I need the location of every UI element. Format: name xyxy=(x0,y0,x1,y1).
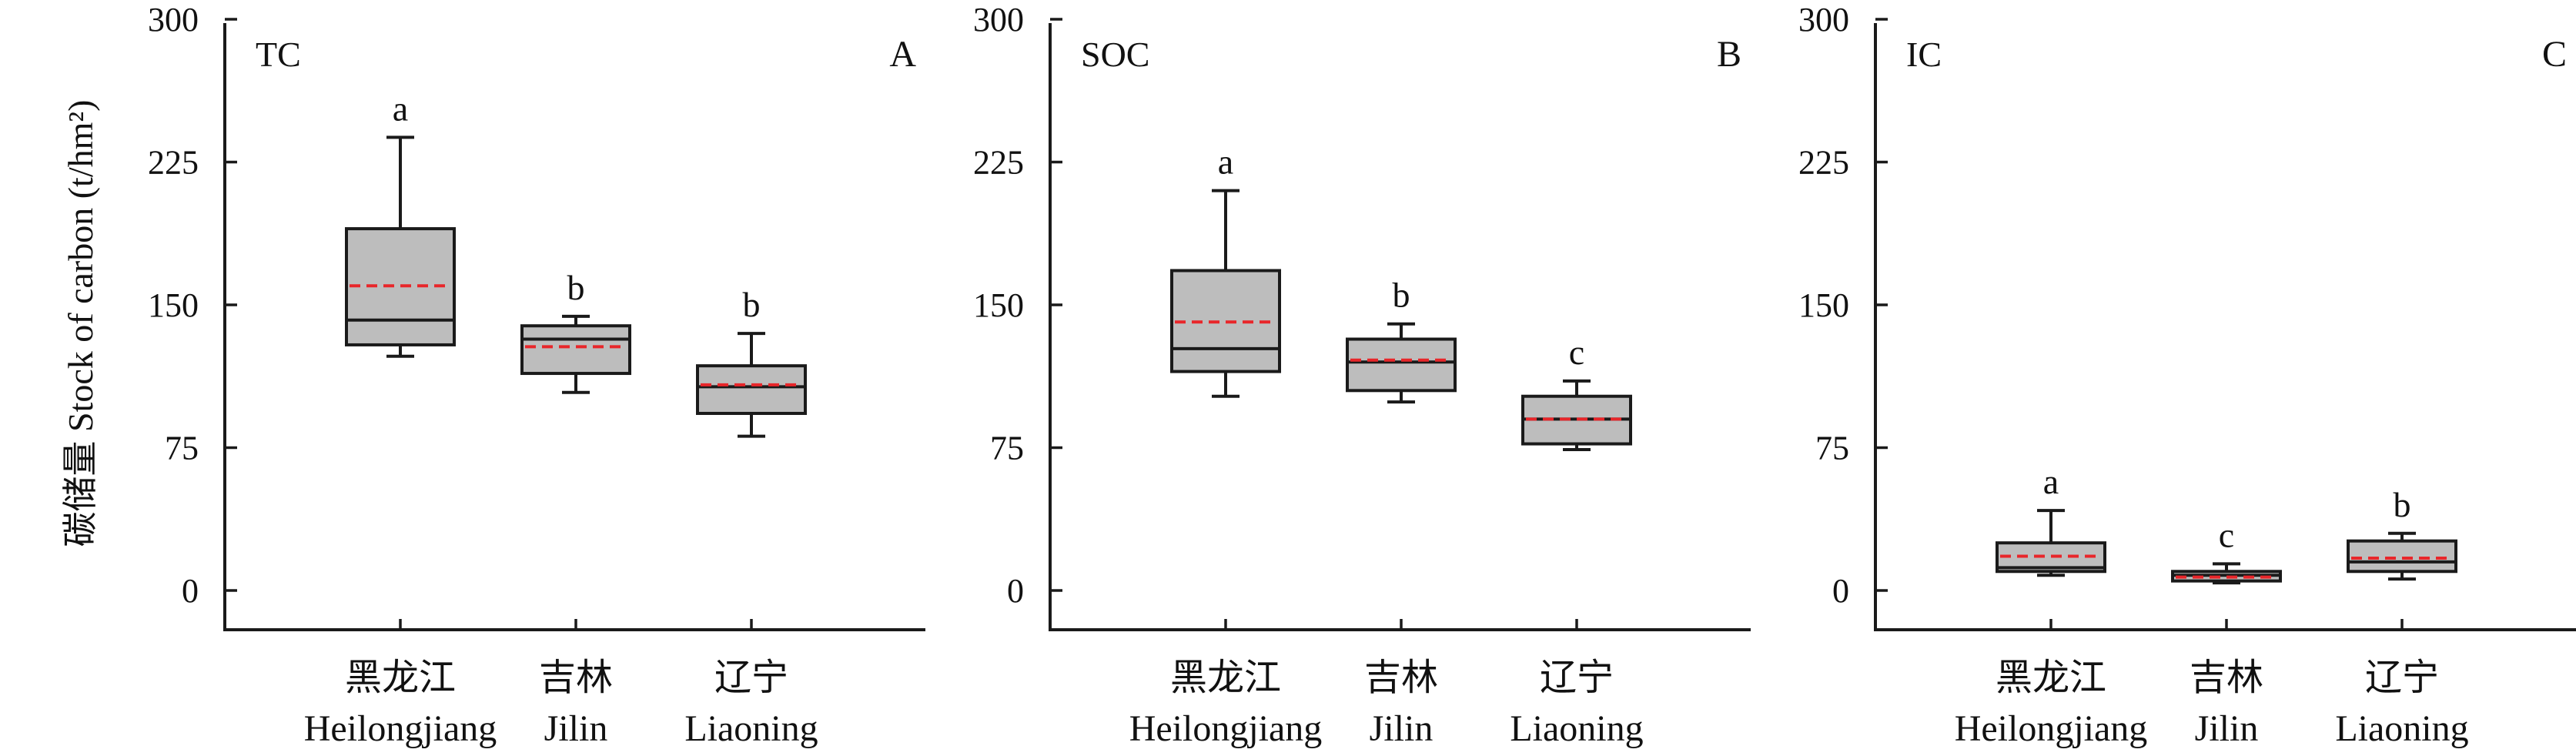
panels: 0 75 150 225 300 TC Aa 黑龙江 Heilongjiang b 吉林 Jilin b… xyxy=(148,1,2576,749)
box-2: b xyxy=(520,268,631,394)
significance-letter: a xyxy=(2043,462,2059,501)
category-label-cn: 吉林 xyxy=(539,657,613,698)
significance-letter: a xyxy=(1218,142,1233,182)
y-tick-label: 75 xyxy=(1815,430,1849,467)
y-tick-label: 225 xyxy=(1798,144,1849,182)
box-iqr xyxy=(520,324,631,376)
significance-letter: c xyxy=(2219,515,2234,554)
category-label-en: Heilongjiang xyxy=(1129,708,1323,749)
panel-title: SOC xyxy=(1081,35,1149,74)
box-iqr xyxy=(2347,539,2457,574)
category-label-cn: 黑龙江 xyxy=(345,657,456,698)
y-tick-label: 150 xyxy=(1798,286,1849,324)
box-3: b xyxy=(696,285,807,438)
significance-letter: a xyxy=(393,89,408,128)
category-label-cn: 黑龙江 xyxy=(1170,657,1281,698)
category-label-en: Heilongjiang xyxy=(1955,708,2148,749)
panel-title: TC xyxy=(256,35,301,74)
box-2: b xyxy=(1346,276,1457,404)
y-tick-label: 0 xyxy=(182,572,199,610)
panel-a: 0 75 150 225 300 TC Aa 黑龙江 Heilongjiang b 吉林 Jilin b… xyxy=(148,1,925,749)
y-tick-label: 300 xyxy=(973,1,1024,38)
box-1: a xyxy=(345,89,456,358)
significance-letter: b xyxy=(567,268,585,307)
y-tick-label: 300 xyxy=(148,1,199,38)
box-iqr xyxy=(1346,337,1457,393)
panel-letter: B xyxy=(1717,34,1741,75)
category-label-en: Jilin xyxy=(2195,708,2259,749)
y-tick-label: 75 xyxy=(165,430,199,467)
category-label-cn: 黑龙江 xyxy=(1996,657,2106,698)
category-label-cn: 辽宁 xyxy=(2365,657,2439,698)
category-label-cn: 吉林 xyxy=(1364,657,1438,698)
panel-letter: C xyxy=(2542,34,2567,75)
category-label-en: Jilin xyxy=(1370,708,1434,749)
category-label-cn: 吉林 xyxy=(2190,657,2263,698)
box-1: a xyxy=(1996,462,2106,577)
significance-letter: b xyxy=(2394,485,2411,524)
category-label-en: Jilin xyxy=(544,708,608,749)
significance-letter: b xyxy=(1393,276,1410,315)
significance-letter: c xyxy=(1569,333,1584,372)
box-iqr xyxy=(696,364,807,415)
category-label-cn: 辽宁 xyxy=(714,657,788,698)
panel-letter: A xyxy=(889,34,916,75)
significance-letter: b xyxy=(743,285,761,324)
panel-c: 0 75 150 225 300 IC Ca 黑龙江 Heilongjiang c 吉林 Jilin b… xyxy=(1798,1,2576,749)
y-tick-label: 225 xyxy=(148,144,199,182)
y-tick-label: 0 xyxy=(1832,572,1849,610)
y-tick-label: 150 xyxy=(973,286,1024,324)
box-3: b xyxy=(2347,485,2457,581)
y-tick-label: 75 xyxy=(990,430,1024,467)
panel-b: 0 75 150 225 300 SOC Ba 黑龙江 Heilongjiang b 吉林 Jilin… xyxy=(973,1,1751,749)
y-tick-label: 225 xyxy=(973,144,1024,182)
category-label-cn: 辽宁 xyxy=(1540,657,1614,698)
panel-title: IC xyxy=(1906,35,1942,74)
box-3: c xyxy=(1521,333,1632,451)
box-1: a xyxy=(1170,142,1281,398)
y-tick-label: 0 xyxy=(1007,572,1024,610)
category-label-en: Heilongjiang xyxy=(304,708,497,749)
y-tick-label: 300 xyxy=(1798,1,1849,38)
category-label-en: Liaoning xyxy=(2335,708,2468,749)
category-label-en: Liaoning xyxy=(1510,708,1643,749)
y-axis-label: 碳储量 Stock of carbon (t/hm²) xyxy=(61,99,100,547)
box-2: c xyxy=(2171,515,2282,585)
category-label-en: Liaoning xyxy=(684,708,818,749)
y-tick-label: 150 xyxy=(148,286,199,324)
